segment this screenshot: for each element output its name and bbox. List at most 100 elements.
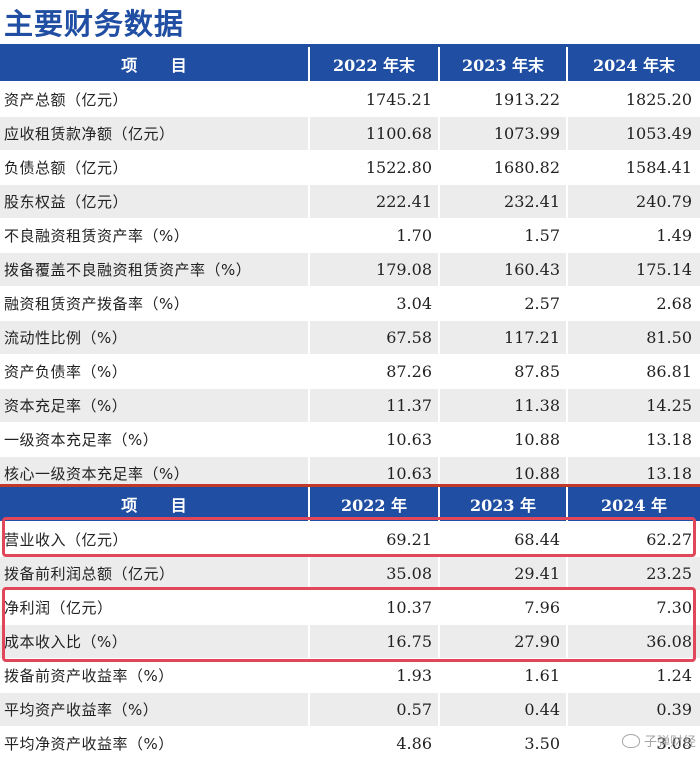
table-cell: 2.57 [438,287,566,320]
row-label: 平均资产收益率（%） [4,701,159,719]
table-cell: 87.26 [308,355,438,388]
table-cell: 0.44 [438,693,566,726]
table-row: 融资租赁资产拨备率（%） 3.04 2.57 2.68 [0,287,700,321]
table-row: 平均净资产收益率（%） 4.86 3.50 3.08 [0,727,700,761]
table-cell: 10.88 [438,423,566,456]
table-cell: 240.79 [566,185,700,218]
table-cell: 1100.68 [308,117,438,150]
table-cell: 1680.82 [438,151,566,184]
row-label: 不良融资租赁资产率（%） [4,227,190,245]
row-label: 资产总额（亿元） [4,91,129,109]
section-divider [0,484,700,487]
table-row: 拨备前利润总额（亿元） 35.08 29.41 23.25 [0,557,700,591]
row-label: 拨备前利润总额（亿元） [4,565,175,583]
table-row: 拨备前资产收益率（%） 1.93 1.61 1.24 [0,659,700,693]
column-header: 2023 年末 [438,47,566,81]
table-cell: 1053.49 [566,117,700,150]
table-row: 拨备覆盖不良融资租赁资产率（%） 179.08 160.43 175.14 [0,253,700,287]
table-cell: 1.57 [438,219,566,252]
table-row: 股东权益（亿元） 222.41 232.41 240.79 [0,185,700,219]
table-cell: 36.08 [566,625,700,658]
table-cell: 11.38 [438,389,566,422]
highlight-box-profit [2,587,696,662]
table-cell: 68.44 [438,523,566,556]
table-cell: 1.70 [308,219,438,252]
table-cell: 62.27 [566,523,700,556]
table2-header-row: 项 目 2022 年 2023 年 2024 年 [0,487,700,521]
table-row: 不良融资租赁资产率（%） 1.70 1.57 1.49 [0,219,700,253]
table-cell: 29.41 [438,557,566,590]
column-header: 2022 年 [308,487,438,521]
table-cell: 67.58 [308,321,438,354]
table-cell: 13.18 [566,457,700,490]
table-cell: 3.08 [566,727,700,760]
table-cell: 1584.41 [566,151,700,184]
table-cell: 1.49 [566,219,700,252]
table-row: 资产总额（亿元） 1745.21 1913.22 1825.20 [0,83,700,117]
table-cell: 10.63 [308,423,438,456]
table-cell: 23.25 [566,557,700,590]
title-underline [0,44,700,47]
table-cell: 0.39 [566,693,700,726]
row-label: 资本充足率（%） [4,397,128,415]
row-label: 核心一级资本充足率（%） [4,465,190,483]
table-cell: 3.50 [438,727,566,760]
table-cell: 3.04 [308,287,438,320]
column-header: 2023 年 [438,487,566,521]
column-header: 项 目 [121,496,201,515]
table-cell: 10.37 [308,591,438,624]
table-cell: 0.57 [308,693,438,726]
table-cell: 2.68 [566,287,700,320]
table-cell: 1825.20 [566,83,700,116]
table-cell: 81.50 [566,321,700,354]
table-cell: 1913.22 [438,83,566,116]
table-cell: 10.63 [308,457,438,490]
table-cell: 232.41 [438,185,566,218]
table-cell: 7.30 [566,591,700,624]
table-cell: 10.88 [438,457,566,490]
table-cell: 11.37 [308,389,438,422]
table-cell: 1.61 [438,659,566,692]
row-label: 成本收入比（%） [4,633,128,651]
table1-header-row: 项 目 2022 年末 2023 年末 2024 年末 [0,47,700,81]
table-cell: 69.21 [308,523,438,556]
table-cell: 222.41 [308,185,438,218]
table-cell: 160.43 [438,253,566,286]
watermark-text: 子弹财经 [643,735,696,750]
table-cell: 1.93 [308,659,438,692]
highlight-box-revenue [2,517,696,557]
row-label: 一级资本充足率（%） [4,431,159,449]
table-cell: 117.21 [438,321,566,354]
row-label: 净利润（亿元） [4,599,113,617]
row-label: 应收租赁款净额（亿元） [4,125,175,143]
table-row: 负债总额（亿元） 1522.80 1680.82 1584.41 [0,151,700,185]
table-cell: 179.08 [308,253,438,286]
table-row: 成本收入比（%） 16.75 27.90 36.08 [0,625,700,659]
table-cell: 86.81 [566,355,700,388]
table-cell: 16.75 [308,625,438,658]
row-label: 负债总额（亿元） [4,159,129,177]
table-cell: 175.14 [566,253,700,286]
table-row: 一级资本充足率（%） 10.63 10.88 13.18 [0,423,700,457]
row-label: 流动性比例（%） [4,329,128,347]
watermark: 子弹财经 [621,731,696,750]
table-cell: 35.08 [308,557,438,590]
table-cell: 1.24 [566,659,700,692]
table-cell: 4.86 [308,727,438,760]
row-label: 资产负债率（%） [4,363,128,381]
table-row: 平均资产收益率（%） 0.57 0.44 0.39 [0,693,700,727]
column-header: 2022 年末 [308,47,438,81]
table-row: 资产负债率（%） 87.26 87.85 86.81 [0,355,700,389]
column-header: 2024 年 [566,487,700,521]
table-row: 应收租赁款净额（亿元） 1100.68 1073.99 1053.49 [0,117,700,151]
table-cell: 27.90 [438,625,566,658]
table-cell: 1745.21 [308,83,438,116]
table-cell: 1522.80 [308,151,438,184]
column-header: 项 目 [121,56,201,75]
table-row: 净利润（亿元） 10.37 7.96 7.30 [0,591,700,625]
table-row: 营业收入（亿元） 69.21 68.44 62.27 [0,523,700,557]
table-cell: 1073.99 [438,117,566,150]
row-label: 股东权益（亿元） [4,193,129,211]
row-label: 营业收入（亿元） [4,531,129,549]
table-cell: 87.85 [438,355,566,388]
